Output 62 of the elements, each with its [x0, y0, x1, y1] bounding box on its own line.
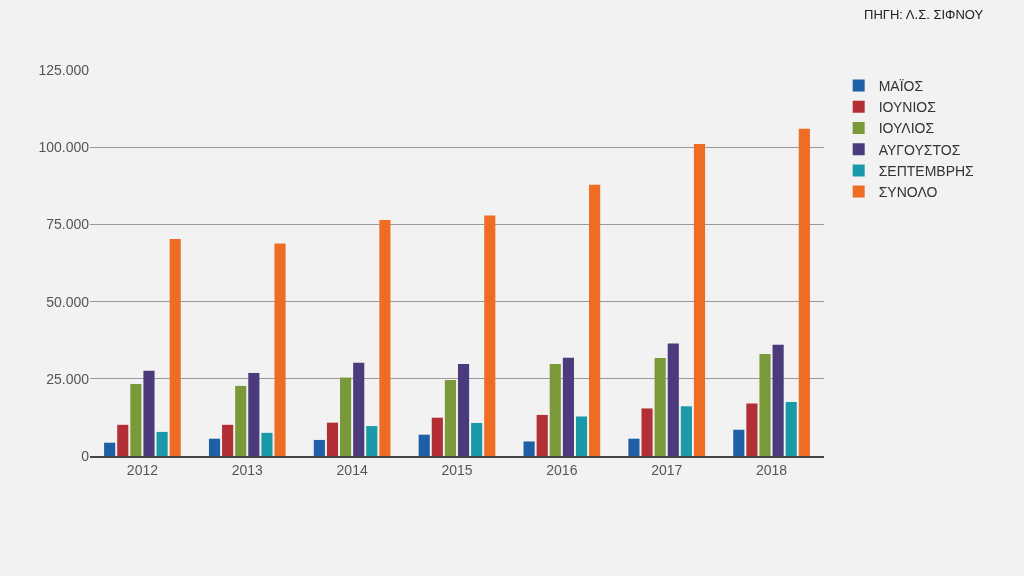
bar [536, 414, 548, 456]
y-tick-label: 0 [81, 447, 90, 464]
x-tick-label: 2013 [231, 461, 264, 478]
bar [667, 343, 679, 456]
bar [117, 424, 129, 456]
bar [353, 362, 365, 456]
bar [457, 363, 470, 456]
bar [654, 358, 666, 456]
y-tick-label: 125.000 [38, 61, 90, 78]
bar [156, 431, 168, 456]
bar [130, 384, 142, 456]
legend-label: ΣΥΝΟΛΟ [878, 184, 938, 201]
legend-label: ΣΕΠΤΕΜΒΡΗΣ [878, 162, 975, 179]
bar [418, 434, 430, 456]
text: ΠΗΓΗ: Λ.Σ. ΣΙΦΝΟΥ [864, 7, 984, 22]
bar [759, 354, 771, 456]
legend-label: ΙΟΥΝΙΟΣ [878, 99, 937, 116]
x-tick-label: 2014 [336, 461, 368, 478]
x-tick-label: 2015 [441, 461, 473, 478]
bar [366, 426, 378, 456]
bar [562, 357, 574, 456]
bar [772, 344, 784, 456]
legend-label: ΙΟΥΛΙΟΣ [878, 120, 935, 137]
bar [693, 144, 706, 456]
bar [274, 243, 286, 456]
bar [680, 406, 692, 456]
bar [326, 422, 339, 456]
x-tick-label: 2018 [755, 461, 788, 478]
bar [143, 370, 155, 456]
bar [444, 380, 457, 456]
bar [379, 220, 391, 456]
y-tick-label: 100.000 [38, 139, 90, 156]
legend-label: ΑΥΓΟΥΣΤΟΣ [878, 141, 961, 158]
bar [431, 417, 443, 456]
bar [628, 438, 640, 456]
bar [523, 441, 535, 456]
bar [248, 372, 260, 456]
bar [340, 377, 352, 456]
y-tick-label: 75.000 [46, 216, 90, 233]
bar [746, 403, 758, 456]
bar [313, 439, 325, 456]
x-tick-label: 2017 [651, 461, 683, 478]
bar [169, 238, 181, 456]
y-tick-label: 25.000 [46, 370, 90, 387]
legend-label: ΜΑΪΟΣ [878, 78, 924, 95]
x-tick-label: 2012 [126, 461, 159, 478]
bar [733, 429, 745, 456]
bar [222, 424, 234, 456]
bar [575, 416, 588, 456]
bar [785, 401, 797, 456]
bar [798, 128, 810, 456]
bar [235, 385, 247, 456]
y-tick-label: 50.000 [46, 293, 90, 310]
bar [641, 408, 653, 456]
bar [471, 422, 483, 456]
bar [104, 442, 116, 456]
bar [484, 215, 496, 456]
bar [261, 432, 273, 456]
bar [549, 363, 561, 456]
bar [589, 184, 601, 456]
bar [208, 438, 221, 456]
x-tick-label: 2016 [546, 461, 578, 478]
